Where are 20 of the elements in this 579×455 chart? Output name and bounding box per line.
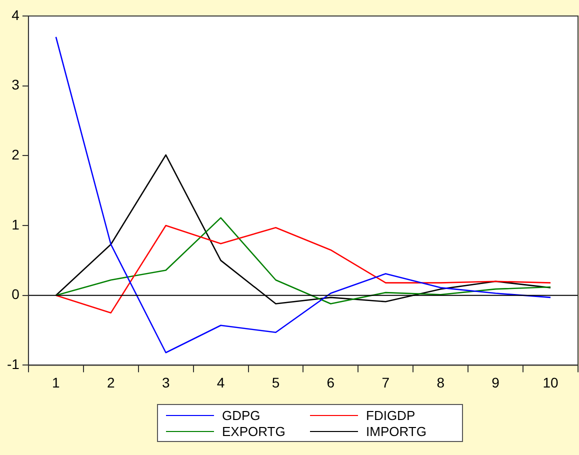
y-tick-label: 1: [12, 216, 20, 232]
legend-label: GDPG: [222, 408, 260, 423]
y-tick-label: 0: [12, 286, 20, 302]
x-tick-label: 5: [272, 374, 280, 390]
x-tick-label: 9: [492, 374, 500, 390]
x-tick-label: 1: [52, 374, 60, 390]
x-tick-label: 4: [216, 374, 225, 390]
y-tick-label: 2: [12, 146, 20, 163]
x-tick-label: 8: [436, 374, 445, 390]
legend-label: FDIGDP: [366, 408, 416, 423]
legend-label: EXPORTG: [222, 424, 286, 439]
x-tick-label: 6: [326, 374, 335, 390]
legend-label: IMPORTG: [366, 424, 426, 439]
x-tick-label: 7: [382, 374, 390, 390]
x-tick-label: 10: [542, 374, 559, 390]
x-tick-label: 2: [106, 374, 115, 390]
y-tick-label: 3: [12, 76, 20, 93]
y-tick-label: -1: [6, 356, 20, 372]
y-tick-label: 4: [12, 6, 20, 23]
x-tick-label: 3: [162, 374, 170, 390]
